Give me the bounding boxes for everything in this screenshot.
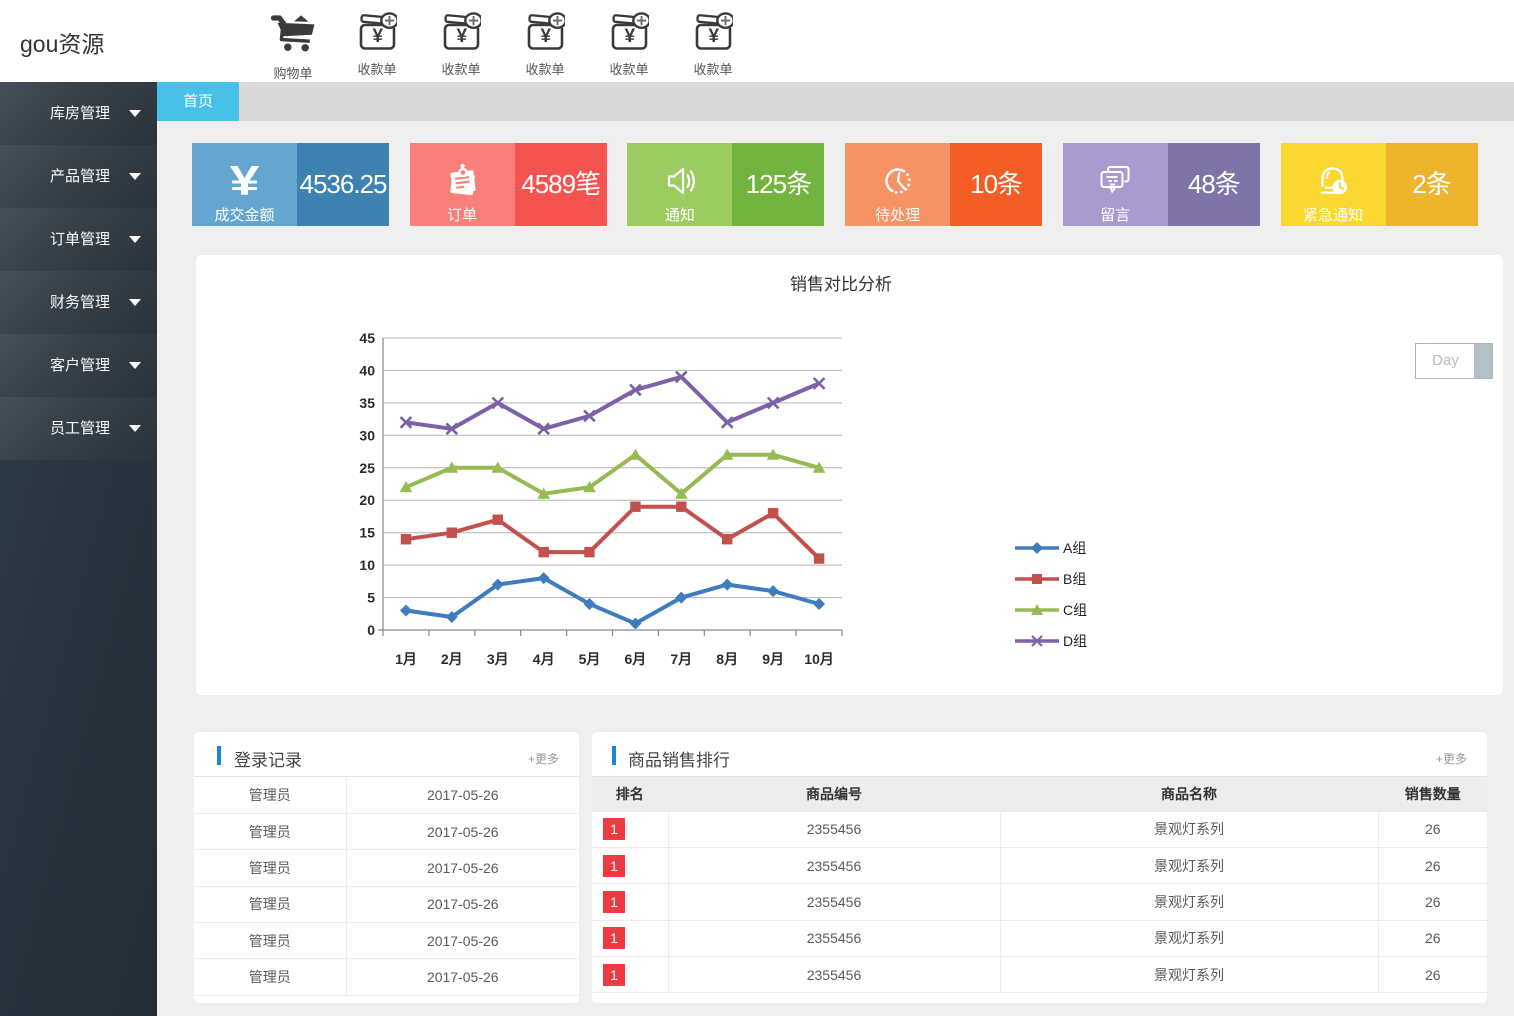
svg-text:20: 20	[359, 492, 375, 508]
svg-text:0: 0	[367, 622, 375, 638]
svg-text:7月: 7月	[670, 651, 692, 667]
svg-text:D组: D组	[1063, 633, 1087, 649]
svg-text:5月: 5月	[579, 651, 601, 667]
svg-text:45: 45	[359, 330, 375, 346]
svg-text:15: 15	[359, 525, 375, 541]
svg-text:1月: 1月	[395, 651, 417, 667]
svg-text:4月: 4月	[533, 651, 555, 667]
svg-text:3月: 3月	[487, 651, 509, 667]
svg-text:B组: B组	[1063, 571, 1086, 587]
svg-text:35: 35	[359, 395, 375, 411]
svg-text:25: 25	[359, 460, 375, 476]
svg-text:8月: 8月	[716, 651, 738, 667]
svg-text:A组: A组	[1063, 540, 1086, 556]
svg-text:C组: C组	[1063, 602, 1087, 618]
svg-text:2月: 2月	[441, 651, 463, 667]
svg-text:9月: 9月	[762, 651, 784, 667]
svg-text:5: 5	[367, 590, 375, 606]
svg-text:6月: 6月	[625, 651, 647, 667]
svg-text:40: 40	[359, 362, 375, 378]
svg-text:10月: 10月	[804, 651, 834, 667]
svg-text:30: 30	[359, 427, 375, 443]
svg-text:10: 10	[359, 557, 375, 573]
